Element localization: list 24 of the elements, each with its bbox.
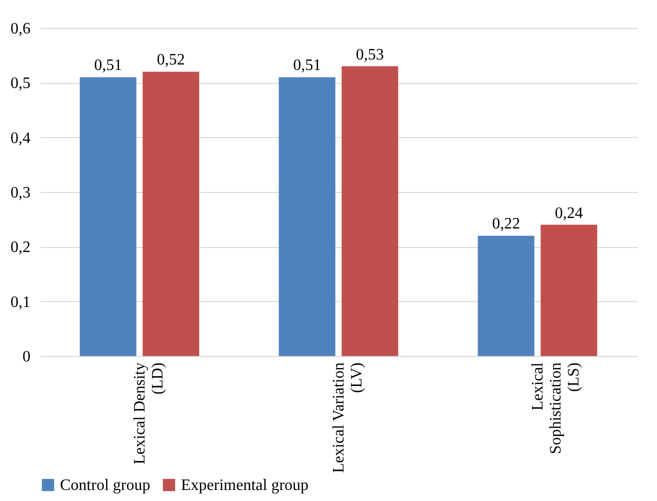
- bar: [278, 77, 336, 356]
- bar: [478, 236, 534, 356]
- x-tick-label: Lexical Sophistication (LS): [530, 362, 582, 454]
- bar: [540, 224, 598, 356]
- data-label: 0,51: [94, 57, 122, 74]
- data-label: 0,51: [293, 57, 322, 74]
- legend-label: Experimental group: [181, 477, 309, 494]
- y-tick-label: 0,4: [10, 130, 30, 147]
- y-tick-label: 0,1: [10, 294, 30, 311]
- y-tick-label: 0,2: [10, 239, 30, 256]
- y-tick-label: 0,3: [10, 184, 30, 202]
- data-label: 0,53: [356, 46, 384, 64]
- data-label: 0,22: [492, 216, 520, 233]
- bar: [342, 66, 398, 356]
- bar: [80, 77, 136, 356]
- x-tick-label: Lexical Variation (LV): [330, 362, 366, 473]
- bar: [142, 72, 200, 356]
- y-tick-label: 0,6: [10, 20, 30, 38]
- data-label: 0,52: [156, 52, 185, 69]
- y-tick-label: 0,5: [10, 75, 30, 92]
- data-label: 0,24: [554, 204, 583, 222]
- legend-label: Control group: [60, 477, 150, 494]
- x-tick-label: Lexical Density (LD): [132, 362, 166, 464]
- y-tick-label: 0: [22, 348, 30, 366]
